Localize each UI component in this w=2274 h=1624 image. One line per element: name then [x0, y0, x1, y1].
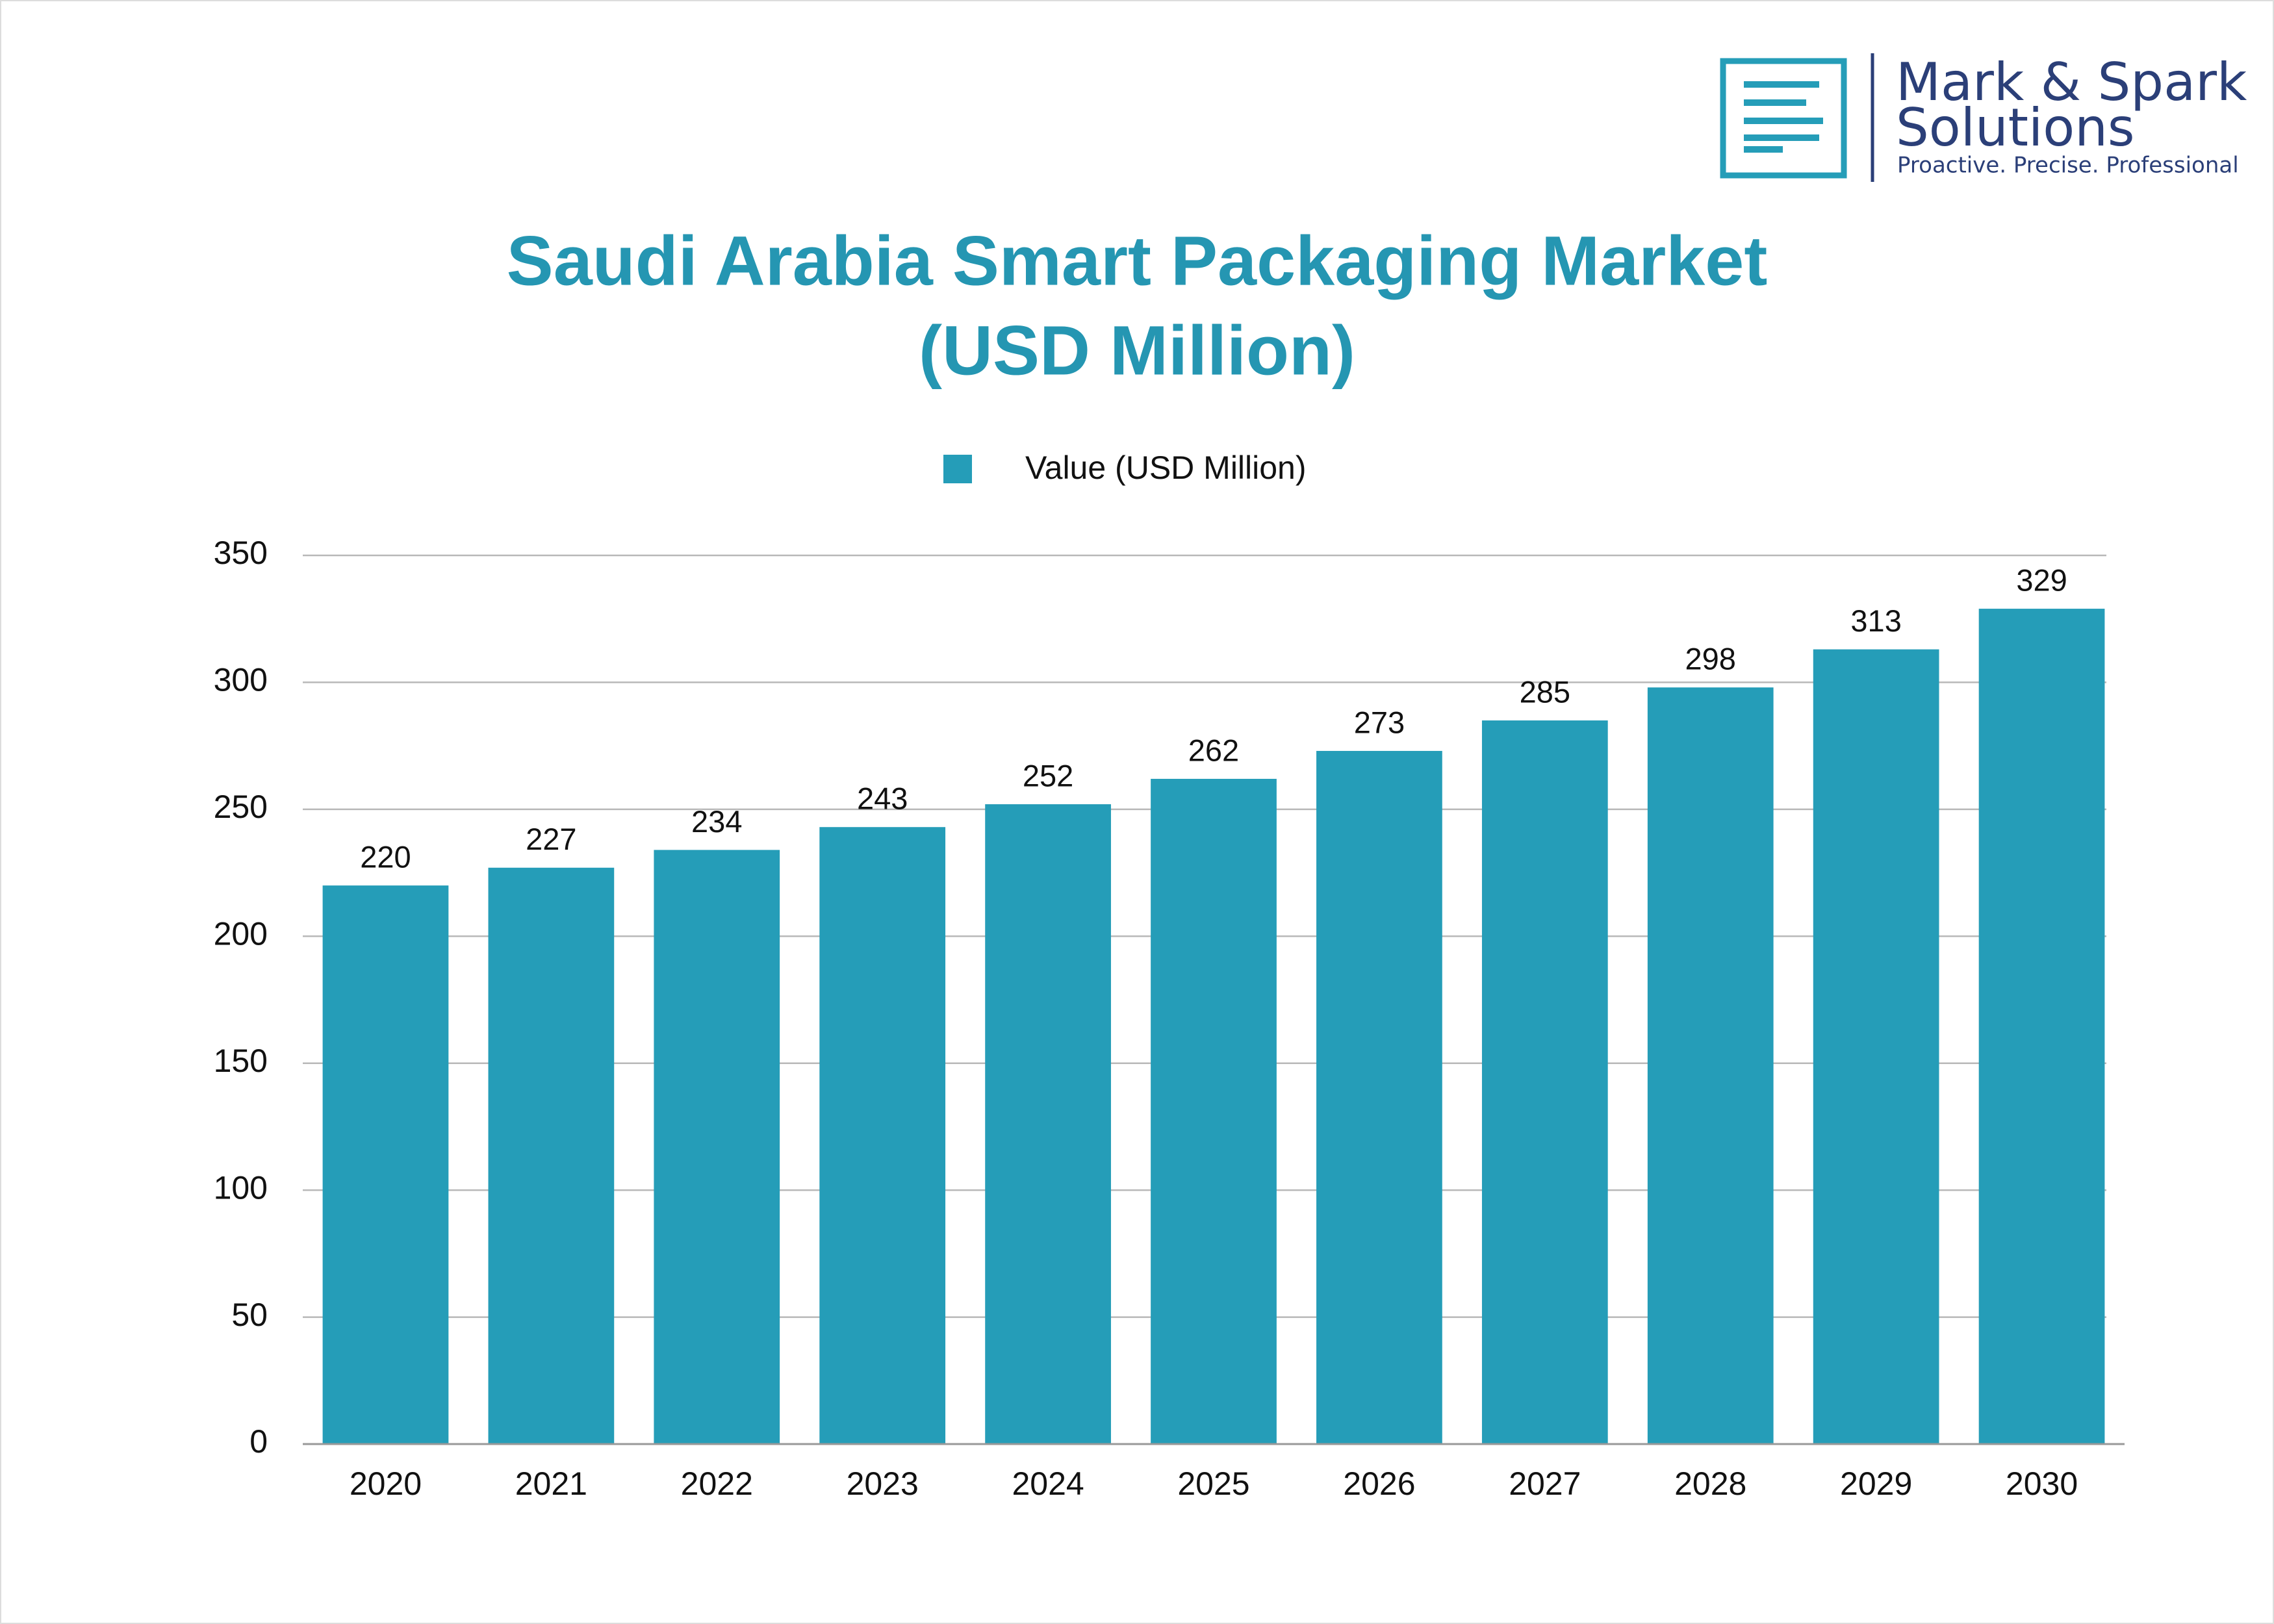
chart-title: (USD Million): [919, 311, 1355, 390]
x-tick-label: 2021: [515, 1465, 587, 1502]
x-tick-label: 2022: [681, 1465, 753, 1502]
value-label: 313: [1850, 603, 1901, 638]
value-label: 234: [691, 804, 742, 839]
y-tick-label: 100: [214, 1169, 268, 1206]
bar: [1813, 649, 1939, 1444]
x-tick-label: 2025: [1177, 1465, 1249, 1502]
logo-icon: [1720, 58, 1847, 179]
legend-swatch: [943, 455, 972, 483]
x-tick-label: 2023: [847, 1465, 919, 1502]
logo-tagline: Proactive. Precise. Professional: [1897, 153, 2239, 179]
y-tick-label: 300: [214, 662, 268, 698]
value-label: 220: [360, 840, 411, 874]
chart-title: Saudi Arabia Smart Packaging Market: [507, 222, 1768, 300]
y-tick-label: 0: [249, 1423, 268, 1460]
legend-label: Value (USD Million): [1025, 450, 1307, 486]
x-tick-label: 2020: [350, 1465, 422, 1502]
value-label: 285: [1520, 674, 1570, 709]
logo-name: Solutions: [1896, 97, 2135, 158]
x-tick-label: 2026: [1343, 1465, 1415, 1502]
x-tick-label: 2030: [2006, 1465, 2078, 1502]
value-label: 252: [1023, 758, 1073, 793]
value-label: 329: [2016, 563, 2067, 598]
bar: [819, 827, 946, 1444]
bar: [1151, 778, 1277, 1444]
bar: [488, 867, 615, 1444]
value-label: 273: [1354, 705, 1405, 739]
y-tick-label: 200: [214, 915, 268, 952]
bar: [1978, 609, 2105, 1444]
y-tick-label: 150: [214, 1043, 268, 1079]
bar: [1316, 750, 1442, 1444]
y-tick-label: 250: [214, 789, 268, 825]
bar: [322, 885, 449, 1444]
value-label: 262: [1188, 733, 1239, 767]
value-label: 243: [857, 781, 908, 816]
bar: [654, 850, 780, 1444]
bar: [1481, 720, 1608, 1444]
x-tick-label: 2027: [1509, 1465, 1581, 1502]
y-tick-label: 350: [214, 535, 268, 571]
value-label: 227: [526, 822, 576, 856]
x-tick-label: 2024: [1012, 1465, 1084, 1502]
value-label: 298: [1685, 642, 1736, 676]
logo-lines: [1744, 81, 1823, 153]
bar: [1647, 687, 1774, 1444]
logo: Mark & Spark Solutions Proactive. Precis…: [1720, 52, 2247, 182]
x-tick-label: 2028: [1674, 1465, 1746, 1502]
y-tick-label: 50: [231, 1297, 268, 1333]
bar: [985, 804, 1111, 1444]
logo-name: Mark & Spark: [1896, 52, 2247, 112]
x-tick-label: 2029: [1840, 1465, 1912, 1502]
